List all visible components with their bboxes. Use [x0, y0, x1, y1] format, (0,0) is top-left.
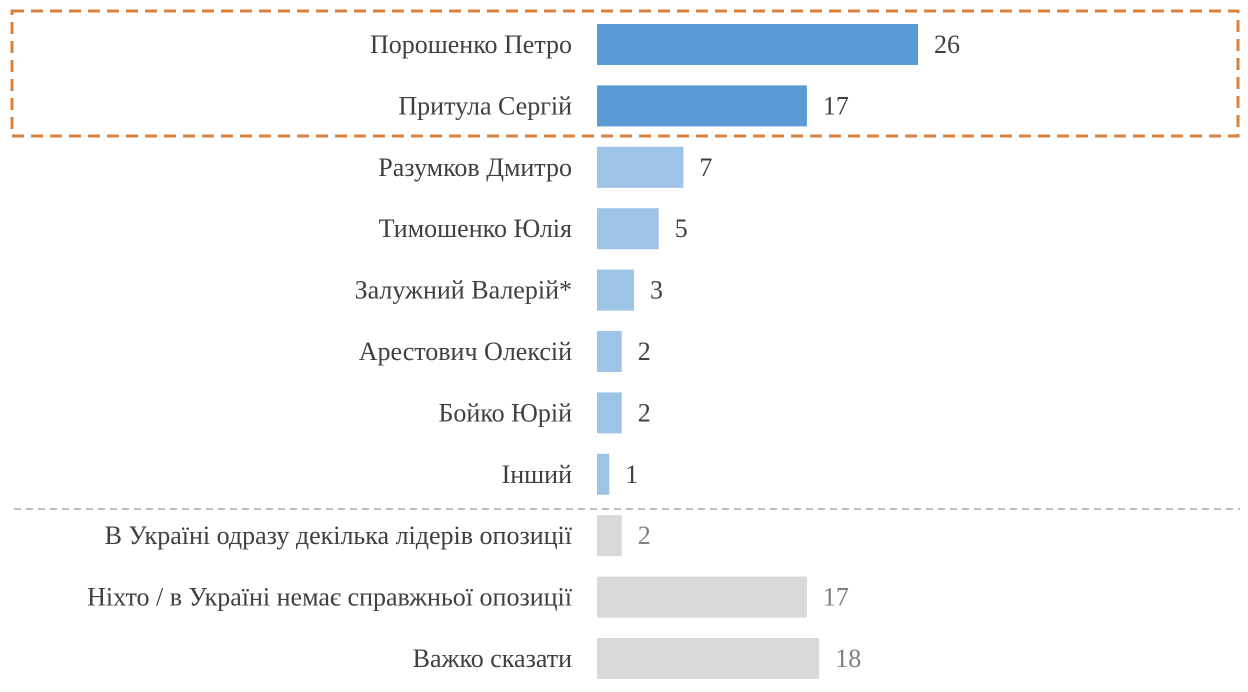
- value-label-2: 17: [823, 91, 849, 120]
- category-label-11: Важко сказати: [413, 644, 572, 673]
- category-label-7: Бойко Юрій: [438, 398, 572, 427]
- value-label-9: 2: [638, 521, 651, 550]
- bar-10: [597, 576, 807, 618]
- bar-2: [597, 85, 807, 127]
- category-label-2: Притула Сергій: [398, 91, 572, 120]
- bar-1: [597, 24, 918, 65]
- category-label-1: Порошенко Петро: [370, 30, 572, 59]
- value-label-3: 7: [699, 153, 712, 182]
- bars-group: [597, 24, 918, 679]
- value-label-6: 2: [638, 337, 651, 366]
- bar-6: [597, 331, 622, 372]
- bar-5: [597, 269, 634, 311]
- highlight-box: [10, 9, 1240, 138]
- bar-3: [597, 146, 684, 188]
- bar-9: [597, 515, 622, 557]
- value-label-5: 3: [650, 276, 663, 305]
- value-label-7: 2: [638, 398, 651, 427]
- category-label-8: Інший: [502, 460, 573, 489]
- value-label-11: 18: [835, 644, 861, 673]
- value-label-10: 17: [823, 583, 849, 612]
- category-labels-group: Порошенко Петро Притула Сергій Разумков Дм…: [87, 30, 573, 673]
- bar-11: [597, 638, 820, 679]
- bar-8: [597, 453, 610, 495]
- value-label-8: 1: [625, 460, 638, 489]
- value-label-4: 5: [675, 214, 688, 243]
- category-label-5: Залужний Валерій*: [355, 276, 572, 305]
- category-label-9: В Україні одразу декілька лідерів опозиц…: [105, 521, 573, 550]
- category-label-4: Тимошенко Юлія: [379, 214, 572, 243]
- value-label-1: 26: [934, 30, 960, 59]
- category-label-3: Разумков Дмитро: [378, 153, 572, 182]
- category-label-6: Арестович Олексій: [359, 337, 572, 366]
- value-labels-group: 26 17 7 5 3 2 2 1 2 17 18: [625, 30, 960, 673]
- category-label-10: Ніхто / в Україні немає справжньої опози…: [87, 583, 573, 612]
- bar-4: [597, 208, 659, 250]
- bar-7: [597, 392, 622, 434]
